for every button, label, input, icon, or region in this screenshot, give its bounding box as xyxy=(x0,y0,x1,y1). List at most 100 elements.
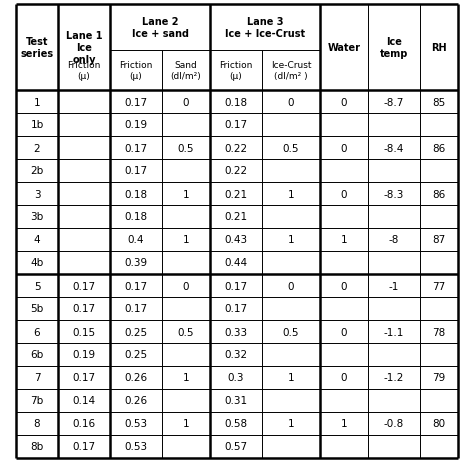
Bar xyxy=(262,251,320,275)
Text: Test
series: Test series xyxy=(20,37,54,59)
Bar xyxy=(210,206,262,229)
Bar xyxy=(58,182,110,206)
Text: 1b: 1b xyxy=(30,120,44,130)
Bar xyxy=(262,297,320,320)
Bar xyxy=(16,229,58,251)
Text: 0.5: 0.5 xyxy=(178,327,194,337)
Bar xyxy=(210,91,262,114)
Bar xyxy=(162,91,210,114)
Text: 0.17: 0.17 xyxy=(125,143,147,153)
Bar xyxy=(58,275,110,297)
Bar xyxy=(162,389,210,412)
Text: 0.31: 0.31 xyxy=(224,396,247,406)
Bar xyxy=(58,320,110,343)
Bar xyxy=(162,320,210,343)
Text: 1: 1 xyxy=(288,235,294,245)
Bar xyxy=(420,137,458,160)
Text: -0.8: -0.8 xyxy=(384,419,404,429)
Bar xyxy=(210,182,262,206)
Text: 7b: 7b xyxy=(30,396,44,406)
Text: 0: 0 xyxy=(341,143,347,153)
Text: 0: 0 xyxy=(288,97,294,107)
Bar xyxy=(262,182,320,206)
Bar xyxy=(110,297,162,320)
Text: 87: 87 xyxy=(432,235,446,245)
Text: 0.19: 0.19 xyxy=(73,350,96,360)
Bar xyxy=(110,137,162,160)
Bar xyxy=(16,160,58,182)
Bar xyxy=(210,389,262,412)
Text: 1: 1 xyxy=(34,97,40,107)
Bar xyxy=(262,91,320,114)
Text: 80: 80 xyxy=(432,419,446,429)
Text: 0.21: 0.21 xyxy=(224,189,247,199)
Bar xyxy=(162,206,210,229)
Text: 0.18: 0.18 xyxy=(125,212,147,222)
Bar xyxy=(210,5,320,51)
Bar xyxy=(110,114,162,137)
Bar xyxy=(162,366,210,389)
Bar xyxy=(58,5,110,91)
Text: 0.17: 0.17 xyxy=(73,281,96,291)
Bar xyxy=(110,182,162,206)
Bar xyxy=(320,412,368,435)
Text: 0.25: 0.25 xyxy=(125,327,147,337)
Bar xyxy=(368,206,420,229)
Text: 1: 1 xyxy=(182,373,189,383)
Bar xyxy=(368,114,420,137)
Text: 0.17: 0.17 xyxy=(224,120,247,130)
Bar xyxy=(320,435,368,458)
Text: 0.5: 0.5 xyxy=(283,143,299,153)
Text: 0.18: 0.18 xyxy=(125,189,147,199)
Bar xyxy=(110,160,162,182)
Bar xyxy=(16,91,58,114)
Bar xyxy=(368,137,420,160)
Text: 0.26: 0.26 xyxy=(125,396,147,406)
Bar xyxy=(162,297,210,320)
Text: 0.21: 0.21 xyxy=(224,212,247,222)
Text: Lane 1
Ice
only: Lane 1 Ice only xyxy=(66,31,102,64)
Text: 0.25: 0.25 xyxy=(125,350,147,360)
Bar xyxy=(210,251,262,275)
Bar xyxy=(16,366,58,389)
Text: Water: Water xyxy=(328,43,361,53)
Text: Friction
(μ): Friction (μ) xyxy=(219,61,253,81)
Text: 0.22: 0.22 xyxy=(224,143,247,153)
Text: 6: 6 xyxy=(34,327,40,337)
Bar xyxy=(210,435,262,458)
Bar xyxy=(420,389,458,412)
Bar xyxy=(210,160,262,182)
Text: 0.43: 0.43 xyxy=(224,235,247,245)
Text: 1: 1 xyxy=(182,235,189,245)
Text: Sand
(dl/m²): Sand (dl/m²) xyxy=(171,61,201,81)
Bar xyxy=(368,91,420,114)
Text: 86: 86 xyxy=(432,143,446,153)
Text: -1: -1 xyxy=(389,281,399,291)
Bar xyxy=(262,114,320,137)
Text: 3b: 3b xyxy=(30,212,44,222)
Bar xyxy=(420,91,458,114)
Text: 0.5: 0.5 xyxy=(178,143,194,153)
Bar xyxy=(110,435,162,458)
Bar xyxy=(58,435,110,458)
Text: 78: 78 xyxy=(432,327,446,337)
Text: Ice-Crust
(dl/m² ): Ice-Crust (dl/m² ) xyxy=(271,61,311,81)
Bar xyxy=(110,320,162,343)
Bar xyxy=(16,343,58,366)
Text: 0: 0 xyxy=(341,97,347,107)
Bar xyxy=(210,343,262,366)
Text: -1.2: -1.2 xyxy=(384,373,404,383)
Text: 5b: 5b xyxy=(30,304,44,314)
Bar xyxy=(110,366,162,389)
Bar xyxy=(262,435,320,458)
Text: 0.17: 0.17 xyxy=(224,281,247,291)
Text: 0.53: 0.53 xyxy=(125,419,147,429)
Text: 0.58: 0.58 xyxy=(224,419,247,429)
Text: -8: -8 xyxy=(389,235,399,245)
Bar xyxy=(320,5,368,91)
Bar xyxy=(58,389,110,412)
Bar xyxy=(420,114,458,137)
Text: 1: 1 xyxy=(288,373,294,383)
Bar xyxy=(210,320,262,343)
Bar xyxy=(110,206,162,229)
